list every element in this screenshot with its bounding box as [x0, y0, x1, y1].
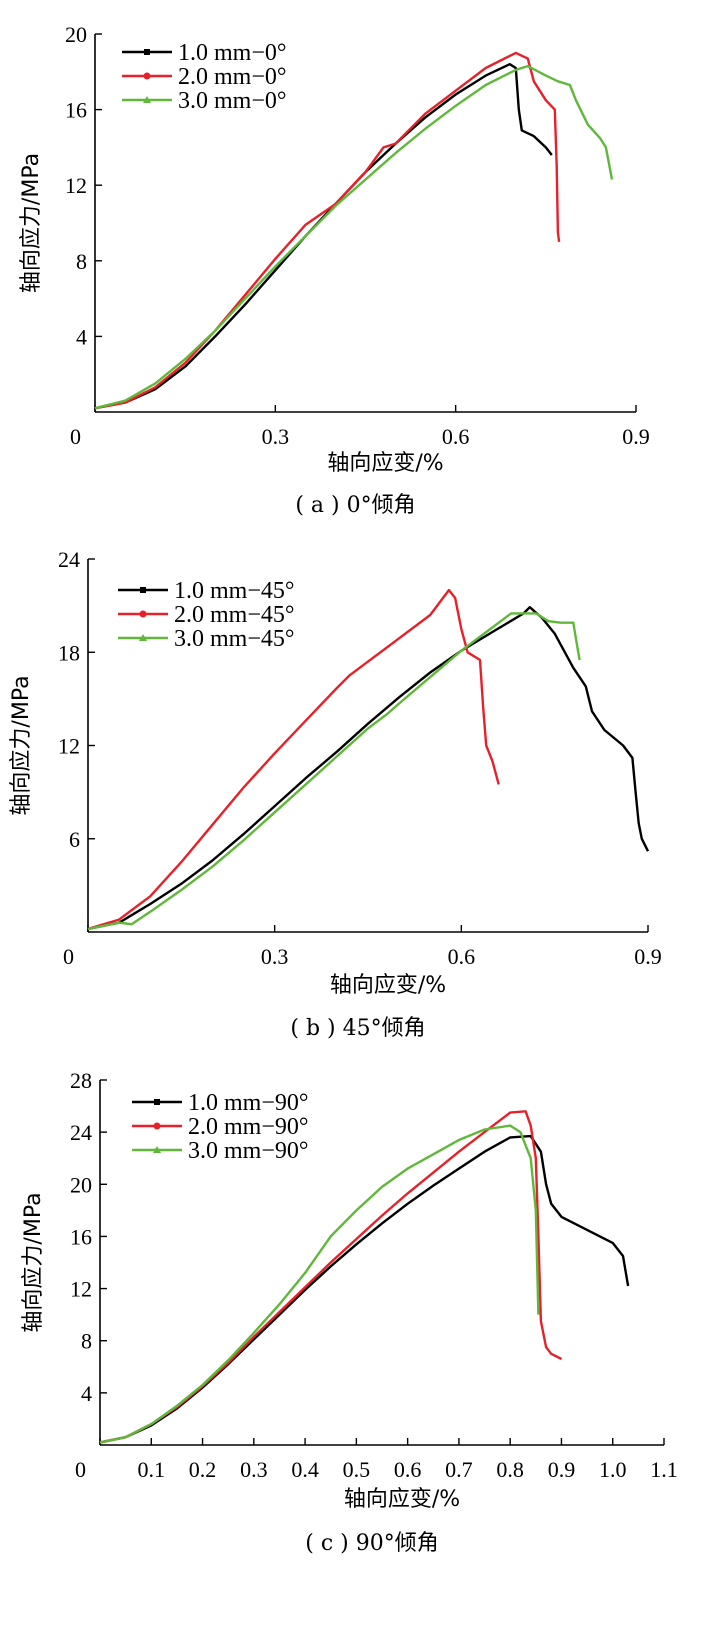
legend-label: 3.0 mm−45° — [174, 626, 294, 652]
x-tick-label: 1.1 — [650, 1457, 678, 1482]
legend-marker-square — [144, 49, 150, 55]
y-tick-label: 6 — [69, 827, 80, 852]
x-tick-label: 0.5 — [343, 1457, 371, 1482]
legend-marker-circle — [139, 610, 147, 618]
legend-marker-triangle — [153, 1146, 161, 1153]
series-line — [99, 1110, 563, 1444]
y-tick-label: 8 — [81, 1329, 92, 1354]
legend-label: 2.0 mm−45° — [174, 602, 294, 628]
y-tick-label: 28 — [70, 1068, 92, 1093]
legend-label: 1.0 mm−45° — [174, 578, 294, 604]
chart-panel-c: 0 0.1 0.2 0.3 0.4 0.5 0.6 0.7 0.8 0.9 1.0 1.1 4 8 12 16… — [21, 1068, 678, 1556]
y-tick-label: 4 — [76, 324, 87, 349]
series-line — [94, 51, 561, 410]
x-axis-title: 轴向应变/% — [344, 1487, 460, 1512]
panel-caption: ( a ) 0°倾角 — [295, 493, 415, 518]
x-tick-label: 0.6 — [442, 424, 470, 449]
x-tick-label: 0.8 — [496, 1457, 524, 1482]
legend-marker-square — [140, 587, 146, 593]
series-line — [99, 1134, 630, 1444]
x-tick-label: 0.9 — [548, 1457, 576, 1482]
y-tick-label: 18 — [58, 640, 80, 665]
y-tick-label: 8 — [76, 249, 87, 274]
series-line — [99, 1124, 540, 1444]
legend-label: 1.0 mm−90° — [188, 1090, 308, 1116]
y-axis-title: 轴向应力/MPa — [9, 675, 34, 815]
y-tick-label: 16 — [70, 1224, 92, 1249]
x-axis-title: 轴向应变/% — [330, 973, 446, 998]
y-tick-label: 4 — [81, 1381, 92, 1406]
x-tick-label: 0.1 — [138, 1457, 166, 1482]
x-tick-label: 0.3 — [262, 424, 290, 449]
y-axis-title: 轴向应力/MPa — [21, 1192, 46, 1332]
legend-marker-square — [154, 1099, 160, 1105]
chart-panel-b: 0 0.3 0.6 0.9 6 12 18 24 轴向应变/% 轴向应力/MPa ( b ) 45°… — [9, 547, 662, 1041]
y-tick-label: 12 — [70, 1277, 92, 1302]
y-tick-label: 20 — [65, 22, 87, 47]
x-tick-label: 0.7 — [445, 1457, 473, 1482]
y-axis-title: 轴向应力/MPa — [19, 153, 44, 293]
legend-marker-triangle — [139, 634, 147, 641]
chart-panel-a: 0 0.3 0.6 0.9 4 8 12 16 20 轴向应变/% 轴向应力/MPa ( a ) 0°… — [19, 22, 650, 518]
legend-label: 2.0 mm−0° — [178, 64, 286, 90]
series-line — [87, 606, 650, 931]
x-tick-label: 0.9 — [622, 424, 650, 449]
x-tick-label: 0 — [70, 424, 81, 449]
x-tick-label: 0.6 — [394, 1457, 422, 1482]
legend-marker-circle — [153, 1122, 161, 1130]
legend-marker-circle — [143, 72, 151, 80]
y-tick-label: 12 — [58, 734, 80, 759]
x-tick-label: 0.3 — [261, 944, 289, 969]
x-tick-label: 0.3 — [240, 1457, 268, 1482]
y-tick-label: 20 — [70, 1172, 92, 1197]
series-line — [94, 63, 553, 410]
panel-caption: ( c ) 90°倾角 — [305, 1531, 438, 1556]
x-tick-label: 0.4 — [291, 1457, 319, 1482]
legend-label: 1.0 mm−0° — [178, 40, 286, 66]
legend-marker-triangle — [143, 96, 151, 103]
series-line — [87, 612, 581, 931]
legend-label: 3.0 mm−0° — [178, 88, 286, 114]
x-tick-label: 0.6 — [448, 944, 476, 969]
y-tick-label: 24 — [70, 1120, 92, 1145]
series-line — [94, 64, 614, 410]
y-tick-label: 16 — [65, 98, 87, 123]
series-line — [87, 588, 500, 931]
x-tick-label: 1.0 — [599, 1457, 627, 1482]
x-tick-label: 0 — [75, 1457, 86, 1482]
y-tick-label: 24 — [58, 547, 80, 572]
x-tick-label: 0 — [63, 944, 74, 969]
legend-label: 2.0 mm−90° — [188, 1114, 308, 1140]
legend-label: 3.0 mm−90° — [188, 1138, 308, 1164]
x-tick-label: 0.2 — [189, 1457, 217, 1482]
y-tick-label: 12 — [65, 173, 87, 198]
x-tick-label: 0.9 — [634, 944, 662, 969]
panel-caption: ( b ) 45°倾角 — [290, 1016, 425, 1041]
x-axis-title: 轴向应变/% — [327, 451, 443, 476]
